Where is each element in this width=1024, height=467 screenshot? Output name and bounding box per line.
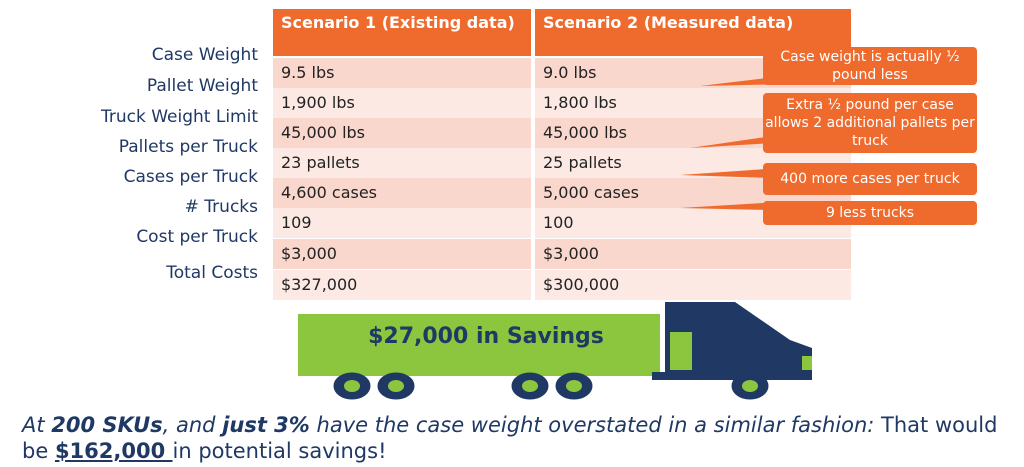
table-row: $3,000 $3,000 [273,239,851,269]
row-label-cases-per-truck: Cases per Truck [123,167,258,187]
row-label-truck-weight-limit: Truck Weight Limit [100,107,258,127]
truck-trailer [298,314,660,376]
callout-pointer [680,202,780,210]
row-label-pallets-per-truck: Pallets per Truck [118,137,258,157]
callout-case-weight: Case weight is actually ½ pound less [763,47,977,85]
table-cell: $327,000 [273,270,531,300]
truck-cab [665,302,812,380]
table-cell: 1,900 lbs [273,88,531,118]
callout-less-trucks: 9 less trucks [763,201,977,225]
callout-pointer [680,168,780,178]
table-cell: 45,000 lbs [273,118,531,148]
table-row: 4,600 cases 5,000 cases [273,178,851,208]
callout-extra-pallets: Extra ½ pound per case allows 2 addition… [763,93,977,153]
header-scenario-1: Scenario 1 (Existing data) [273,9,531,56]
table-cell: 109 [273,208,531,238]
table-row: $327,000 $300,000 [273,270,851,300]
row-label-case-weight: Case Weight [151,45,258,65]
truck-icon [298,302,812,400]
table-cell: $3,000 [535,239,851,269]
row-label-pallet-weight: Pallet Weight [146,76,258,96]
sku-count: 200 SKUs [51,413,163,437]
table-cell: 4,600 cases [273,178,531,208]
row-label-total-costs: Total Costs [166,263,258,283]
row-label-trucks: # Trucks [184,197,258,217]
potential-savings-amount: $162,000 [54,439,173,463]
percent-overstated: just 3% [222,413,310,437]
table-cell: $3,000 [273,239,531,269]
truck-door [670,332,692,370]
row-label-cost-per-truck: Cost per Truck [136,227,258,247]
truck-grille [802,356,812,370]
callout-more-cases: 400 more cases per truck [763,163,977,195]
table-cell: $300,000 [535,270,851,300]
table-cell: 23 pallets [273,148,531,178]
savings-label: $27,000 in Savings [368,324,604,349]
table-cell: 9.5 lbs [273,58,531,88]
summary-text: At 200 SKUs, and just 3% have the case w… [22,413,998,463]
